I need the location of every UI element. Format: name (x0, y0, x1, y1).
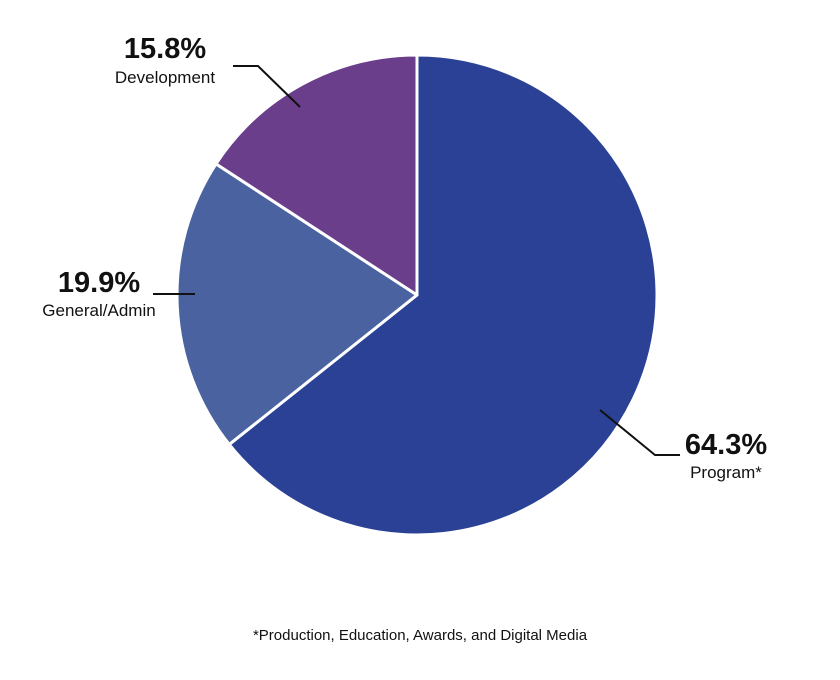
slice-value-label-program: 64.3% (685, 429, 767, 461)
leader-line-development (233, 65, 301, 108)
slice-name-label-general-admin: General/Admin (42, 301, 155, 320)
slice-name-label-program: Program* (690, 463, 762, 482)
slice-value-label-development: 15.8% (124, 33, 206, 65)
pie-slice-program (227, 53, 659, 537)
footnote: *Production, Education, Awards, and Digi… (253, 627, 588, 644)
pie-slice-development (214, 53, 419, 297)
label-general-admin: 19.9% General/Admin (42, 267, 195, 320)
label-development: 15.8% Development (115, 33, 301, 108)
leader-line-program (599, 409, 680, 456)
slice-name-label-development: Development (115, 68, 215, 87)
slice-value-label-general-admin: 19.9% (58, 267, 140, 299)
pie-slices (175, 53, 659, 537)
label-program: 64.3% Program* (599, 409, 767, 482)
pie-slice-general-admin (175, 162, 419, 446)
